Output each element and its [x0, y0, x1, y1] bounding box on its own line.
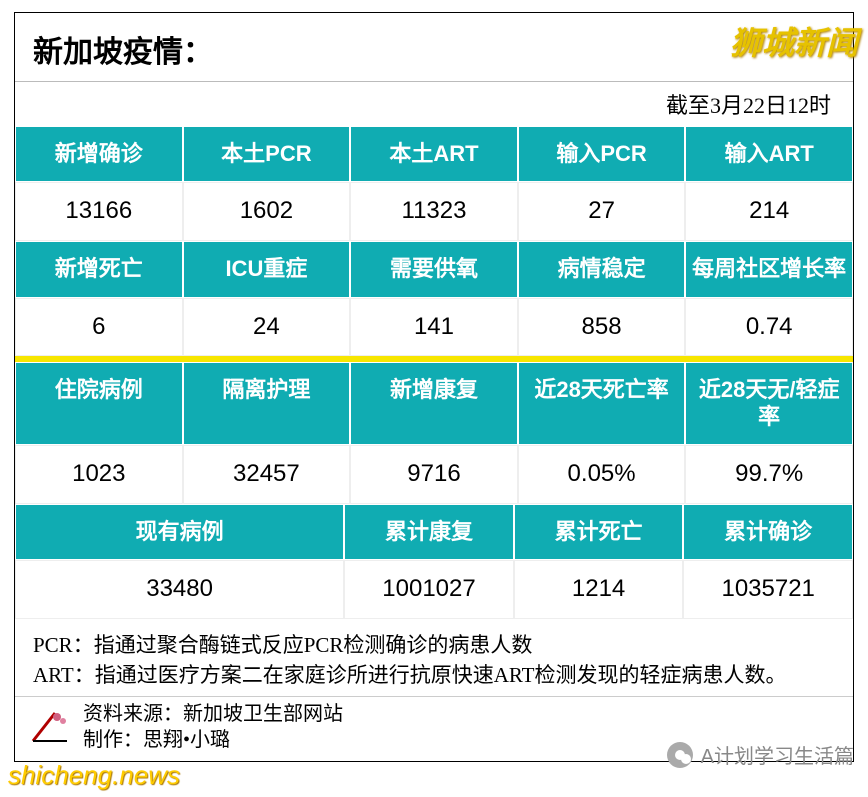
- header-cell: 需要供氧: [350, 241, 518, 297]
- value-cell: 141: [350, 298, 518, 357]
- value-cell: 214: [685, 182, 853, 241]
- value-cell: 13166: [15, 182, 183, 241]
- header-cell: 病情稳定: [518, 241, 686, 297]
- page-title: 新加坡疫情：: [15, 13, 853, 81]
- value-cell: 9716: [350, 445, 518, 504]
- value-cell: 1035721: [683, 560, 853, 619]
- header-cell: 新增死亡: [15, 241, 183, 297]
- header-cell: 近28天死亡率: [518, 362, 686, 445]
- header-cell: 累计确诊: [683, 504, 853, 560]
- header-cell: 新增确诊: [15, 126, 183, 182]
- value-cell: 32457: [183, 445, 351, 504]
- watermark-bottom: shicheng.news: [8, 760, 180, 791]
- value-cell: 1602: [183, 182, 351, 241]
- source-logo-icon: [27, 707, 73, 747]
- source-row: 资料来源：新加坡卫生部网站 制作：思翔•小璐: [15, 696, 853, 761]
- value-cell: 0.05%: [518, 445, 686, 504]
- header-cell: 本土PCR: [183, 126, 351, 182]
- value-cell: 27: [518, 182, 686, 241]
- source-line1: 资料来源：新加坡卫生部网站: [83, 701, 343, 727]
- header-cell: 输入PCR: [518, 126, 686, 182]
- timestamp: 截至3月22日12时: [15, 81, 853, 126]
- value-cell: 6: [15, 298, 183, 357]
- header-cell: 新增康复: [350, 362, 518, 445]
- header-cell: 每周社区增长率: [685, 241, 853, 297]
- value-cell: 24: [183, 298, 351, 357]
- footnote-pcr: PCR：指通过聚合酶链式反应PCR检测确诊的病患人数: [33, 631, 835, 660]
- value-cell: 0.74: [685, 298, 853, 357]
- value-cell: 11323: [350, 182, 518, 241]
- infographic-container: 新加坡疫情： 截至3月22日12时 新增确诊 本土PCR 本土ART 输入PCR…: [14, 12, 854, 762]
- header-cell: ICU重症: [183, 241, 351, 297]
- value-cell: 1023: [15, 445, 183, 504]
- footnote-art: ART：指通过医疗方案二在家庭诊所进行抗原快速ART检测发现的轻症病患人数。: [33, 661, 835, 690]
- header-cell: 现有病例: [15, 504, 344, 560]
- value-cell: 99.7%: [685, 445, 853, 504]
- value-cell: 1214: [514, 560, 684, 619]
- header-cell: 隔离护理: [183, 362, 351, 445]
- source-line2: 制作：思翔•小璐: [83, 727, 343, 753]
- header-cell: 累计死亡: [514, 504, 684, 560]
- value-cell: 33480: [15, 560, 344, 619]
- header-cell: 累计康复: [344, 504, 514, 560]
- value-cell: 858: [518, 298, 686, 357]
- data-table: 新增确诊 本土PCR 本土ART 输入PCR 输入ART 13166 1602 …: [15, 126, 853, 619]
- header-cell: 近28天无/轻症率: [685, 362, 853, 445]
- value-cell: 1001027: [344, 560, 514, 619]
- header-cell: 本土ART: [350, 126, 518, 182]
- header-cell: 住院病例: [15, 362, 183, 445]
- header-cell: 输入ART: [685, 126, 853, 182]
- footnotes: PCR：指通过聚合酶链式反应PCR检测确诊的病患人数 ART：指通过医疗方案二在…: [15, 619, 853, 696]
